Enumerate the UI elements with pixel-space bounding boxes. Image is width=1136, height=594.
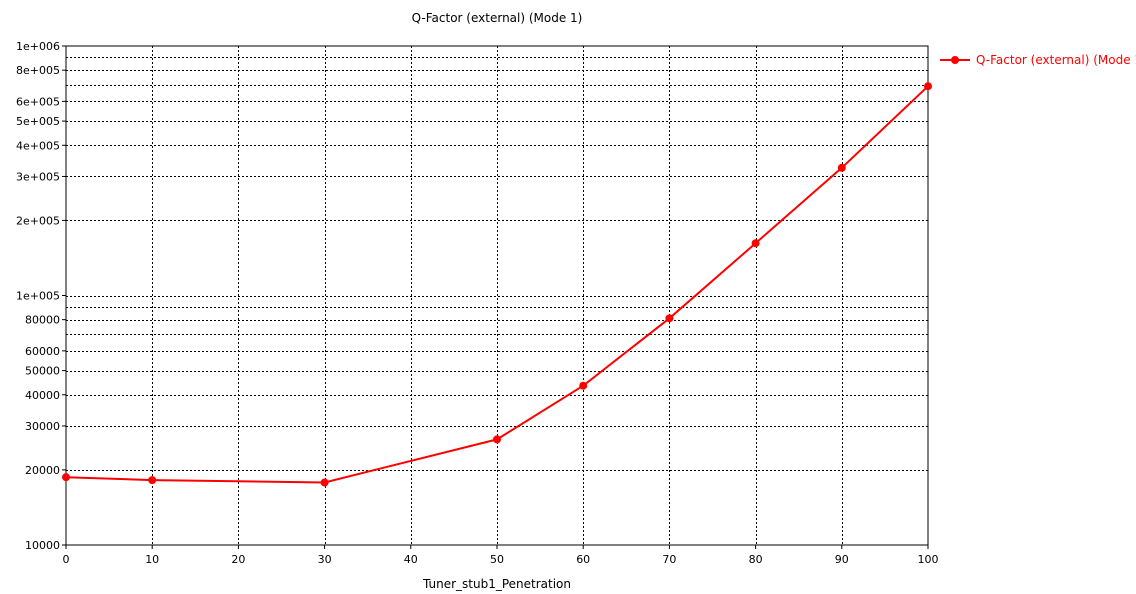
x-tick-label: 0 (63, 553, 70, 566)
data-point (665, 314, 674, 323)
data-point (837, 163, 846, 172)
y-tick-label: 5e+005 (16, 115, 60, 128)
y-tick-label: 20000 (25, 464, 60, 477)
x-tick-label: 90 (835, 553, 849, 566)
legend-label: Q-Factor (external) (Mode 1) (976, 53, 1136, 67)
data-point (148, 476, 157, 485)
y-tick-label: 2e+005 (16, 214, 60, 227)
x-tick-label: 30 (318, 553, 332, 566)
y-axis-ticks: 10000 20000 30000 40000 50000 60000 80000 1e+00… (16, 40, 66, 552)
y-tick-label: 8e+005 (16, 64, 60, 77)
grid (66, 46, 928, 545)
y-tick-label: 6e+005 (16, 95, 60, 108)
y-tick-label: 3e+005 (16, 170, 60, 183)
x-tick-label: 20 (231, 553, 245, 566)
y-tick-label: 80000 (25, 314, 60, 327)
x-tick-label: 80 (749, 553, 763, 566)
y-tick-label: 50000 (25, 365, 60, 378)
y-tick-label: 1e+006 (16, 40, 60, 53)
y-tick-label: 60000 (25, 345, 60, 358)
data-point (579, 381, 588, 390)
data-point (62, 473, 70, 482)
data-point (924, 82, 932, 91)
data-point (493, 435, 501, 444)
series-layer (62, 82, 932, 487)
chart-title: Q-Factor (external) (Mode 1) (412, 11, 583, 25)
x-tick-label: 70 (662, 553, 676, 566)
data-point (320, 478, 329, 487)
y-tick-label: 40000 (25, 389, 60, 402)
x-tick-label: 40 (404, 553, 418, 566)
data-point (751, 239, 760, 248)
legend[interactable]: Q-Factor (external) (Mode 1) (940, 53, 1136, 67)
legend-marker-swatch (951, 56, 959, 64)
x-tick-label: 10 (145, 553, 159, 566)
y-tick-label: 10000 (25, 539, 60, 552)
y-tick-label: 1e+005 (16, 290, 60, 303)
x-tick-label: 50 (490, 553, 504, 566)
y-tick-label: 4e+005 (16, 139, 60, 152)
x-tick-label: 100 (918, 553, 939, 566)
x-axis-title: Tuner_stub1_Penetration (422, 577, 571, 591)
x-axis-ticks: 0 10 20 30 40 50 60 70 80 90 100 (63, 545, 939, 566)
x-tick-label: 60 (576, 553, 590, 566)
y-tick-label: 30000 (25, 420, 60, 433)
